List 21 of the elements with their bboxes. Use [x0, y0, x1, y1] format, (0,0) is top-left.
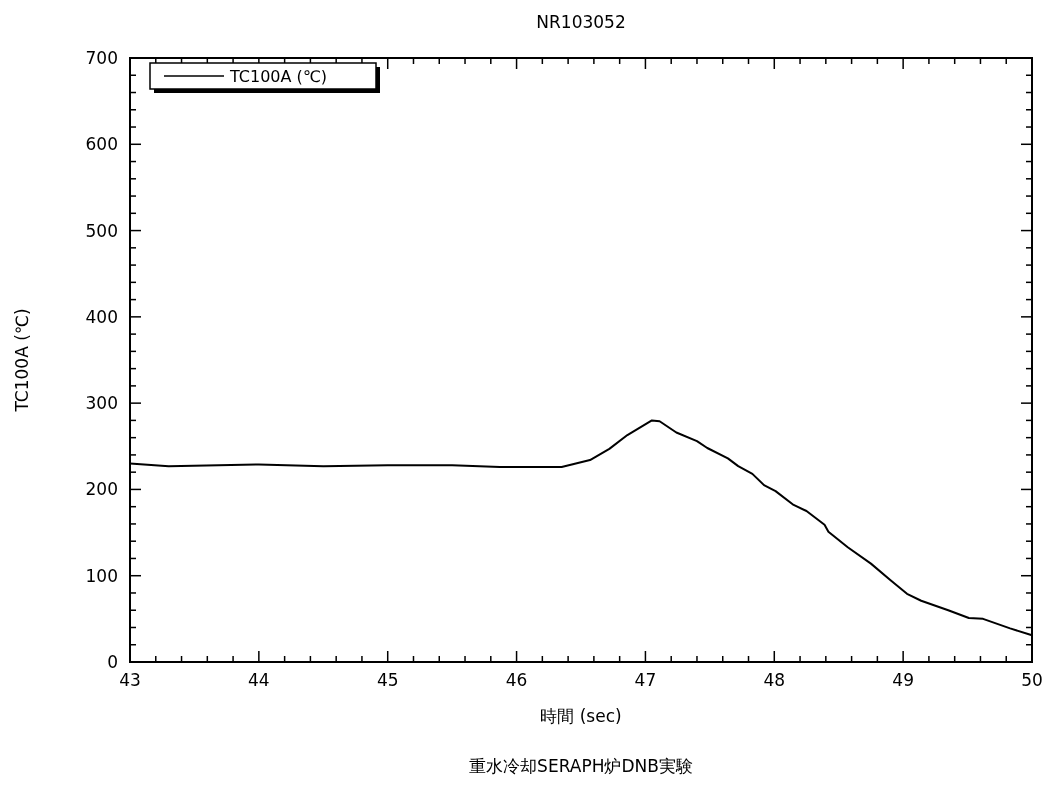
y-tick-label: 200 [85, 479, 118, 500]
x-tick-label: 46 [505, 670, 528, 690]
x-tick-label: 44 [248, 670, 270, 690]
x-tick-label: 47 [634, 670, 657, 690]
y-tick-label: 0 [107, 651, 118, 672]
chart-title: NR103052 [536, 12, 626, 32]
y-tick-label: 300 [85, 393, 118, 414]
text: 重水冷却SERAPH炉DNB実験 [469, 756, 693, 776]
x-tick-label: 48 [763, 670, 786, 690]
x-tick-label: 45 [376, 670, 399, 690]
x-tick-label: 43 [119, 670, 141, 690]
y-tick-label: 600 [85, 134, 118, 155]
x-axis-title: 時間 (sec) [540, 706, 622, 726]
y-tick-label: 400 [85, 306, 118, 327]
x-tick-label: 49 [892, 670, 914, 690]
y-tick-label: 100 [85, 565, 118, 586]
y-tick-label: 700 [85, 47, 118, 68]
legend-label: TC100A (℃) [229, 66, 328, 86]
y-tick-label: 500 [85, 220, 118, 241]
y-axis-title: TC100A (℃) [12, 308, 32, 413]
x-tick-label: 50 [1021, 670, 1043, 690]
